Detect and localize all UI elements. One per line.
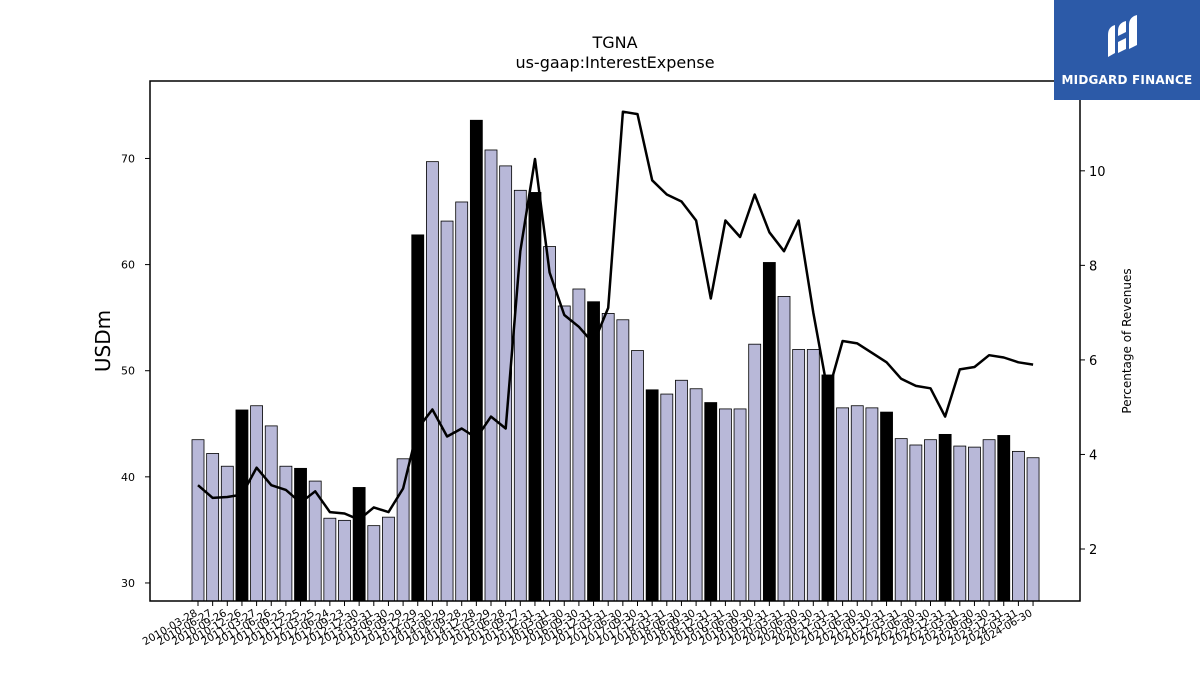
- bar-2018-03-31: [660, 393, 674, 602]
- bar-2013-09-29: [396, 458, 410, 602]
- bar-2014-03-30: [425, 161, 439, 602]
- y2-tick-label: 6: [1089, 354, 1097, 369]
- bar-2010-09-26: [220, 465, 234, 602]
- bar-2018-12-31: [704, 402, 718, 602]
- bar-2016-12-31: [587, 301, 600, 602]
- bar-2020-09-30: [806, 349, 820, 602]
- bar-2020-06-30: [792, 349, 806, 602]
- bar-2013-03-31: [367, 525, 381, 602]
- bar-2016-09-30: [572, 288, 586, 602]
- bar-2011-09-25: [279, 465, 293, 602]
- bar-2014-12-28: [469, 119, 483, 602]
- x-axis: 2010-03-282010-06-272010-09-262010-12-26…: [141, 601, 1035, 648]
- bar-2011-03-27: [250, 405, 264, 602]
- bar-2010-06-27: [206, 453, 220, 602]
- bar-2017-12-31: [645, 389, 659, 602]
- bar-2012-12-30: [352, 487, 366, 602]
- chart-title: TGNA: [591, 33, 637, 52]
- bar-2015-03-29: [484, 149, 498, 602]
- bar-2020-03-31: [777, 296, 791, 602]
- y2-tick-label: 8: [1089, 259, 1097, 274]
- bar-2021-12-31: [880, 411, 893, 602]
- bar-2014-06-29: [440, 220, 454, 602]
- bar-2020-12-31: [821, 374, 835, 602]
- bar-2022-12-31: [938, 433, 952, 602]
- bar-2023-09-30: [982, 439, 996, 602]
- y-axis-label: USDm: [91, 310, 115, 372]
- percentage-line: [197, 110, 1034, 521]
- bar-2018-06-30: [675, 379, 688, 602]
- y2-axis-label: Percentage of Revenues: [1120, 268, 1134, 413]
- y-axis-right: 2 4 6 8 10: [1080, 165, 1106, 558]
- y2-tick-label: 10: [1089, 165, 1106, 180]
- bar-2016-06-30: [557, 305, 571, 602]
- y-tick-label: 70: [121, 152, 135, 165]
- y-tick-label: 60: [121, 259, 135, 272]
- bar-2011-12-25: [294, 467, 307, 602]
- midgard-logo-icon: [1108, 15, 1137, 57]
- bar-2017-06-30: [616, 319, 630, 602]
- bar-2012-09-23: [338, 519, 351, 602]
- bar-2016-03-31: [543, 246, 556, 602]
- bar-2023-03-31: [953, 445, 967, 602]
- bar-2021-09-30: [865, 407, 879, 602]
- brand-logo: MIDGARD FINANCE: [1054, 0, 1200, 100]
- bar-2012-06-24: [323, 517, 337, 602]
- bar-2014-09-28: [455, 201, 469, 602]
- bar-2010-03-28: [191, 439, 205, 602]
- bar-2019-06-30: [733, 408, 747, 602]
- y2-tick-label: 4: [1089, 448, 1097, 463]
- bar-2019-12-31: [762, 262, 776, 602]
- y2-tick-label: 2: [1089, 543, 1097, 558]
- bar-2011-06-26: [264, 425, 278, 602]
- bar-2013-06-30: [382, 516, 395, 602]
- plot-frame: [149, 80, 1081, 602]
- y-tick-label: 50: [121, 365, 135, 378]
- bar-2018-09-30: [689, 388, 703, 602]
- bar-2023-12-31: [997, 435, 1011, 602]
- bar-2022-06-30: [909, 444, 923, 602]
- bar-2010-12-26: [235, 409, 249, 602]
- bar-2022-03-31: [894, 438, 908, 602]
- bar-2017-03-31: [601, 313, 615, 602]
- logo-text: MIDGARD FINANCE: [1061, 73, 1193, 87]
- y-axis-left: 30 40 50 60 70: [121, 152, 150, 590]
- bar-2024-03-31: [1012, 450, 1025, 602]
- y-tick-label: 40: [121, 471, 135, 484]
- bar-2024-06-30: [1026, 457, 1040, 602]
- bar-2023-06-30: [968, 446, 981, 602]
- bar-2021-03-31: [836, 407, 849, 602]
- bar-2013-12-29: [411, 234, 425, 602]
- y-tick-label: 30: [121, 577, 135, 590]
- bar-2019-03-31: [719, 408, 732, 602]
- bar-2017-09-30: [631, 350, 644, 602]
- bar-2015-12-31: [528, 192, 542, 602]
- chart-subtitle: us-gaap:InterestExpense: [515, 53, 714, 72]
- bar-series: [191, 119, 1040, 602]
- bar-2019-09-30: [748, 343, 762, 602]
- bar-2022-09-30: [924, 439, 937, 602]
- line-series: [197, 110, 1034, 521]
- bar-2021-06-30: [850, 405, 864, 602]
